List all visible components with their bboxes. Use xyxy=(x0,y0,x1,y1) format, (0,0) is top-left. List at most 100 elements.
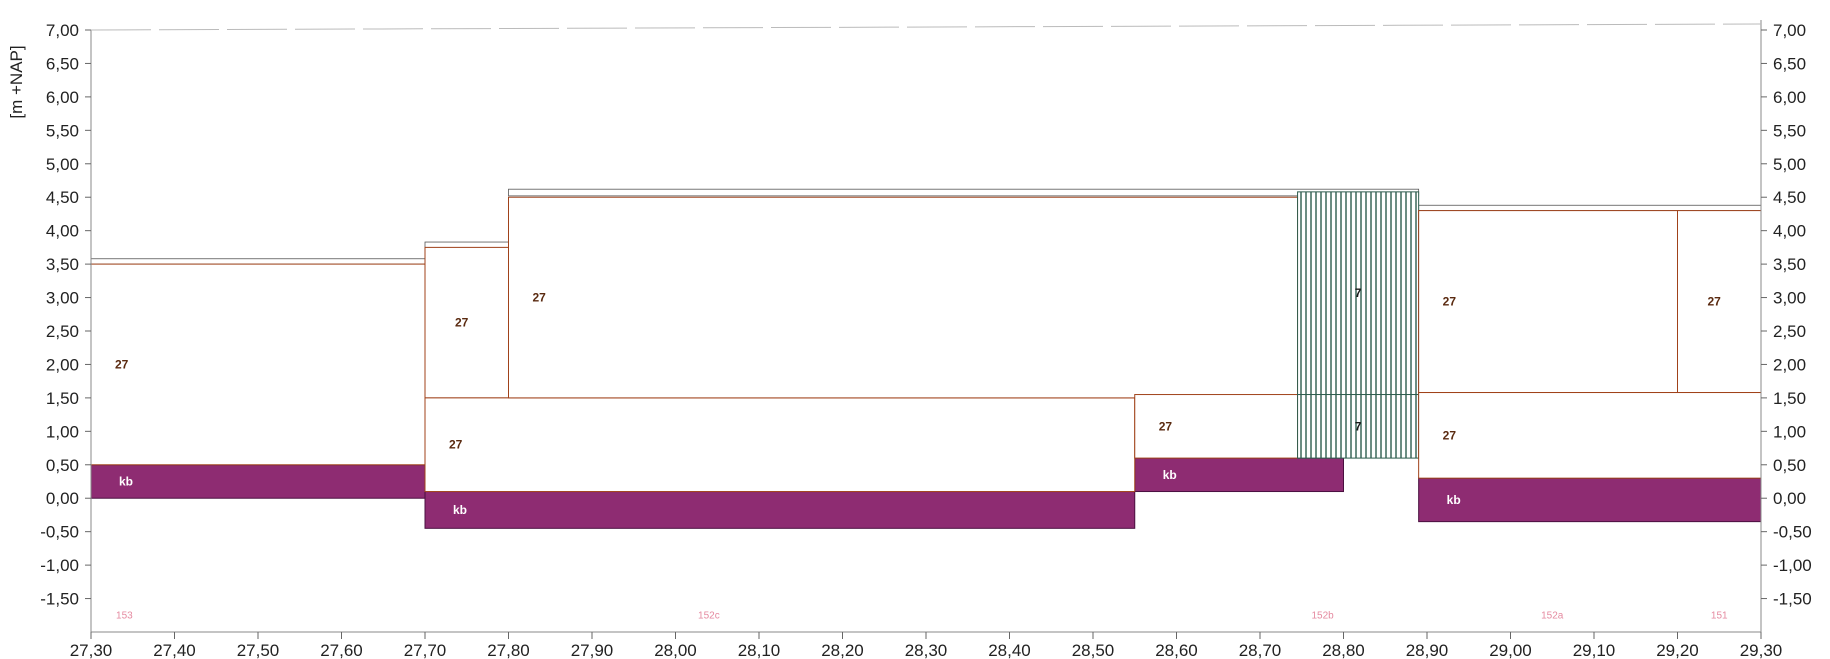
y-tick-label: -0,50 xyxy=(40,523,79,542)
layer-label: 27 xyxy=(1708,295,1722,309)
x-tick-label: 27,90 xyxy=(571,641,614,659)
x-tick-label: 27,50 xyxy=(237,641,280,659)
layer-fill xyxy=(90,263,426,466)
section-label: 152a xyxy=(1541,611,1564,622)
x-tick-label: 28,70 xyxy=(1239,641,1282,659)
layer-label: 27 xyxy=(1443,295,1457,309)
x-tick-label: 27,70 xyxy=(404,641,447,659)
y-tick-label-right: 3,00 xyxy=(1773,289,1806,308)
layer-label: 27 xyxy=(1159,419,1173,433)
layer-kb xyxy=(1134,457,1344,493)
y-tick-label: 4,00 xyxy=(46,222,79,241)
layer-hatch xyxy=(1297,394,1420,459)
y-tick-label: -1,50 xyxy=(40,590,79,609)
x-tick-label: 28,50 xyxy=(1072,641,1115,659)
layer-fill xyxy=(1134,394,1299,459)
surface-band xyxy=(508,188,1420,197)
section-label: 152b xyxy=(1312,611,1335,622)
y-tick-label-right: 1,50 xyxy=(1773,389,1806,408)
y-tick-label-right: 4,00 xyxy=(1773,222,1806,241)
y-tick-label: 1,50 xyxy=(46,389,79,408)
layer-label: 27 xyxy=(1443,428,1457,442)
top-border-line xyxy=(90,23,1762,31)
y-tick-label: 1,00 xyxy=(46,422,79,441)
layer-label: kb xyxy=(1447,493,1461,507)
section-label: 151 xyxy=(1711,611,1728,622)
y-tick-label-right: -1,50 xyxy=(1773,590,1812,609)
layer-label: 7 xyxy=(1355,286,1362,300)
y-tick-label: 7,00 xyxy=(46,21,79,40)
x-tick-label: 27,80 xyxy=(487,641,530,659)
y-tick-label-right: 1,00 xyxy=(1773,422,1806,441)
y-tick-label: 5,50 xyxy=(46,121,79,140)
x-tick-label: 28,90 xyxy=(1406,641,1449,659)
y-tick-label: 0,50 xyxy=(46,456,79,475)
layer-fill xyxy=(424,246,509,399)
layer-kb xyxy=(1418,477,1762,523)
x-tick-label: 29,10 xyxy=(1573,641,1616,659)
x-tick-label: 28,60 xyxy=(1155,641,1198,659)
y-ticks-right: 7,00 6,50 6,00 5,50 5,00 4,50 4,00 3,50 3,00 2,50… xyxy=(1761,21,1812,609)
y-tick-label: 5,00 xyxy=(46,155,79,174)
y-tick-label-right: 5,00 xyxy=(1773,155,1806,174)
section-label: 152c xyxy=(698,611,720,622)
y-tick-label-right: 6,50 xyxy=(1773,54,1806,73)
y-tick-label-right: 3,50 xyxy=(1773,255,1806,274)
layer-label: 27 xyxy=(533,291,547,305)
layer-fill xyxy=(508,196,1299,399)
x-ticks: 27,30 27,40 27,50 27,60 27,70 27,80 27,90 28,00… xyxy=(70,632,1783,659)
section-labels: 153 152c 152b 152a 151 xyxy=(116,611,1728,622)
x-tick-label: 29,20 xyxy=(1656,641,1699,659)
x-tick-label: 27,30 xyxy=(70,641,113,659)
surface-band xyxy=(1418,204,1762,211)
x-tick-label: 28,20 xyxy=(821,641,864,659)
layer-kb xyxy=(90,464,426,499)
x-tick-label: 28,40 xyxy=(988,641,1031,659)
y-tick-label-right: 7,00 xyxy=(1773,21,1806,40)
y-tick-label-right: 0,00 xyxy=(1773,489,1806,508)
y-tick-label: 2,00 xyxy=(46,355,79,374)
y-tick-label: 6,50 xyxy=(46,54,79,73)
y-tick-label-right: -1,00 xyxy=(1773,556,1812,575)
x-tick-label: 27,60 xyxy=(320,641,363,659)
layer-fill xyxy=(1418,392,1762,479)
section-label: 153 xyxy=(116,611,133,622)
y-axis-label: [m +NAP] xyxy=(7,45,26,118)
y-tick-label-right: 2,50 xyxy=(1773,322,1806,341)
y-tick-label-right: 5,50 xyxy=(1773,121,1806,140)
layer-label: 27 xyxy=(455,316,469,330)
y-tick-label: 0,00 xyxy=(46,489,79,508)
soil-layers: kb kb kb kb 27 27 27 27 27 7 7 27 27 27 xyxy=(90,191,1762,529)
y-tick-label-right: 0,50 xyxy=(1773,456,1806,475)
layer-kb xyxy=(424,491,1136,529)
x-tick-label: 28,00 xyxy=(654,641,697,659)
y-tick-label-right: -0,50 xyxy=(1773,523,1812,542)
y-ticks-left: 7,00 6,50 6,00 5,50 5,00 4,50 4,00 3,50 3,00 2,50… xyxy=(40,21,91,609)
x-tick-label: 29,30 xyxy=(1740,641,1783,659)
x-tick-label: 28,80 xyxy=(1322,641,1365,659)
layer-label: kb xyxy=(453,503,467,517)
y-tick-label: 3,50 xyxy=(46,255,79,274)
x-tick-label: 29,00 xyxy=(1489,641,1532,659)
y-tick-label: 4,50 xyxy=(46,188,79,207)
y-tick-label: -1,00 xyxy=(40,556,79,575)
layer-fill xyxy=(1677,210,1762,394)
y-tick-label-right: 4,50 xyxy=(1773,188,1806,207)
x-tick-label: 28,30 xyxy=(905,641,948,659)
surface-band xyxy=(424,241,509,248)
y-tick-label: 3,00 xyxy=(46,289,79,308)
layer-label: kb xyxy=(119,475,133,489)
layer-label: kb xyxy=(1163,468,1177,482)
layer-label: 7 xyxy=(1355,419,1362,433)
layer-hatch xyxy=(1297,191,1420,396)
y-tick-label-right: 2,00 xyxy=(1773,355,1806,374)
y-tick-label: 6,00 xyxy=(46,88,79,107)
y-tick-label: 2,50 xyxy=(46,322,79,341)
x-tick-label: 28,10 xyxy=(738,641,781,659)
layer-label: 27 xyxy=(115,357,129,371)
y-tick-label-right: 6,00 xyxy=(1773,88,1806,107)
layer-fill xyxy=(424,397,1136,493)
layer-fill xyxy=(1418,210,1679,394)
layer-label: 27 xyxy=(449,438,463,452)
